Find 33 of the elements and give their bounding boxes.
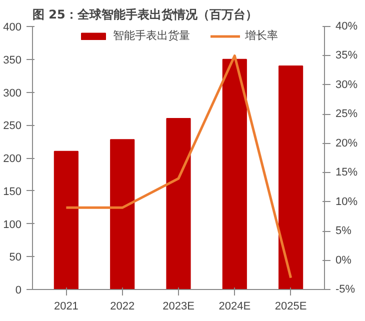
y-tick-label: 200 (3, 153, 22, 165)
y-tick-label: 400 (3, 22, 22, 34)
x-tick-label: 2021 (54, 300, 78, 312)
y2-tick-label: -5% (336, 284, 356, 296)
y2-tick-label: 10% (336, 196, 358, 208)
legend-label: 智能手表出货量 (113, 28, 190, 43)
y2-tick-label: 5% (336, 225, 352, 238)
y-tick-label: 350 (3, 54, 22, 66)
legend-label: 增长率 (245, 28, 278, 43)
x-tick-label: 2022 (110, 300, 135, 312)
y2-tick-label: 35% (336, 50, 358, 62)
y-tick-label: 100 (3, 218, 22, 231)
bar (166, 118, 191, 290)
y-tick-label: 150 (3, 186, 22, 198)
x-tick-label: 2025E (274, 300, 307, 312)
y-tick-label: 250 (3, 120, 22, 132)
y2-tick-label: 20% (336, 137, 358, 150)
bar (222, 58, 247, 290)
line-series (64, 54, 292, 280)
chart-title: 图 25：全球智能手表出货情况（百万台） (32, 8, 258, 22)
y2-tick-label: 0% (336, 254, 352, 266)
x-tick-label: 2024E (218, 300, 251, 312)
y2-tick-label: 15% (336, 166, 358, 179)
bar (110, 139, 135, 290)
y-tick-label: 0 (15, 284, 22, 296)
y2-tick-label: 30% (336, 78, 358, 91)
y-tick-label: 50 (9, 252, 22, 264)
y-tick-label: 300 (3, 87, 22, 100)
bar (278, 65, 304, 290)
y2-tick-label: 25% (336, 108, 358, 120)
x-tick-label: 2023E (162, 300, 194, 312)
bar (54, 150, 78, 290)
y2-tick-label: 40% (336, 20, 358, 32)
